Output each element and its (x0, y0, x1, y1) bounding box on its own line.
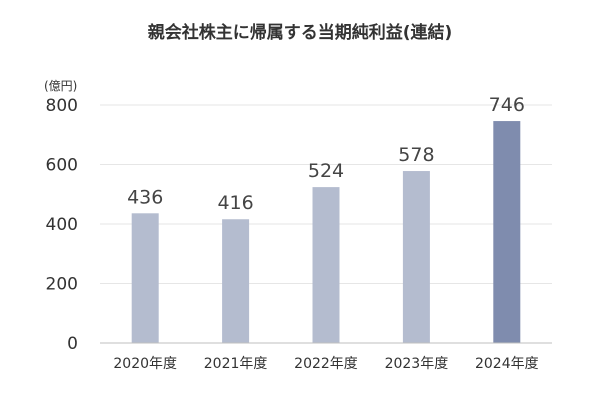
bar-2021年度 (222, 219, 250, 343)
bar-2024年度 (493, 121, 521, 343)
bars (131, 121, 521, 343)
bar-2023年度 (402, 171, 430, 343)
y-axis-ticks: 0 200 400 600 800 (46, 96, 78, 354)
data-label: 416 (217, 192, 253, 214)
x-tick-label: 2022年度 (294, 356, 358, 372)
x-tick-label: 2023年度 (385, 356, 449, 372)
y-tick-label: 800 (46, 96, 78, 116)
chart-title: 親会社株主に帰属する当期純利益(連結) (148, 22, 453, 43)
y-tick-label: 400 (46, 215, 78, 235)
x-tick-label: 2020年度 (113, 356, 177, 372)
y-axis-unit-label: (億円) (44, 79, 77, 93)
y-tick-label: 600 (46, 156, 78, 176)
bar-2022年度 (312, 187, 340, 343)
data-label: 524 (308, 160, 344, 182)
data-label: 578 (398, 144, 434, 166)
data-labels: 436 416 524 578 746 (127, 94, 525, 214)
bar-2020年度 (131, 213, 159, 343)
x-tick-label: 2021年度 (204, 356, 268, 372)
x-axis-ticks: 2020年度 2021年度 2022年度 2023年度 2024年度 (113, 356, 538, 372)
x-tick-label: 2024年度 (475, 356, 539, 372)
y-tick-label: 200 (46, 275, 78, 295)
y-tick-label: 0 (67, 334, 78, 354)
data-label: 436 (127, 186, 163, 208)
data-label: 746 (489, 94, 525, 116)
